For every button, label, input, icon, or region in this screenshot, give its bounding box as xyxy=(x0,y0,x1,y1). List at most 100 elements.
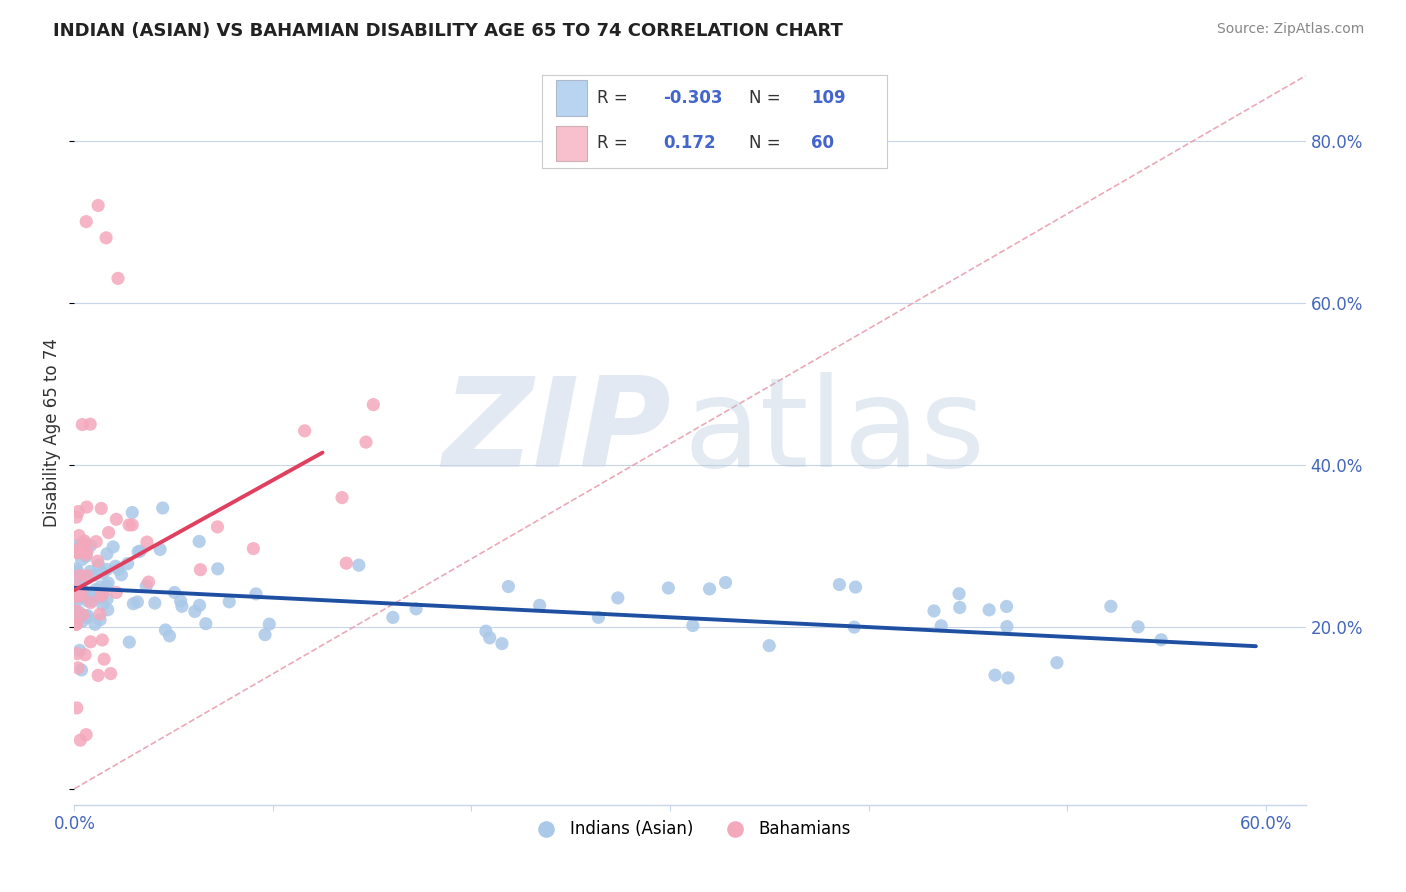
Point xyxy=(529,599,551,613)
Point xyxy=(152,501,174,516)
Point xyxy=(118,518,141,533)
Point xyxy=(127,545,149,559)
Point xyxy=(948,587,970,601)
Point xyxy=(80,593,103,607)
Text: INDIAN (ASIAN) VS BAHAMIAN DISABILITY AGE 65 TO 74 CORRELATION CHART: INDIAN (ASIAN) VS BAHAMIAN DISABILITY AG… xyxy=(53,22,844,40)
Point xyxy=(70,663,93,677)
Point xyxy=(107,562,129,576)
Point xyxy=(75,728,97,742)
Point xyxy=(76,610,98,624)
Point xyxy=(69,574,91,588)
Point xyxy=(69,643,91,657)
Point xyxy=(138,575,160,590)
Legend: Indians (Asian), Bahamians: Indians (Asian), Bahamians xyxy=(523,814,858,845)
Point xyxy=(363,398,385,412)
Point xyxy=(606,591,628,605)
Point xyxy=(91,632,114,647)
Point xyxy=(245,587,267,601)
Point xyxy=(170,599,193,614)
Point xyxy=(184,604,207,618)
Point xyxy=(844,580,866,594)
Point xyxy=(79,538,101,552)
Point xyxy=(491,637,513,651)
Point xyxy=(149,542,172,557)
Point xyxy=(86,554,108,568)
Point xyxy=(129,544,152,558)
Point xyxy=(87,668,110,682)
Point xyxy=(1150,632,1173,647)
Point xyxy=(657,581,679,595)
Point xyxy=(87,558,110,573)
Point xyxy=(66,566,89,581)
Point xyxy=(96,547,118,561)
Point xyxy=(67,528,90,542)
Point xyxy=(121,506,143,520)
Point xyxy=(72,615,94,629)
Point xyxy=(75,214,97,228)
Point xyxy=(90,589,112,603)
Point xyxy=(107,271,129,285)
Point xyxy=(67,568,90,582)
Point xyxy=(218,595,240,609)
Point xyxy=(70,553,93,567)
Point xyxy=(69,572,91,586)
Point xyxy=(65,617,87,632)
Point xyxy=(188,534,211,549)
Point xyxy=(70,571,93,585)
Point xyxy=(110,567,132,582)
Point xyxy=(87,198,110,212)
Point xyxy=(714,575,737,590)
Point xyxy=(69,589,91,603)
Point xyxy=(65,581,87,595)
Point xyxy=(96,579,118,593)
Point xyxy=(67,546,90,560)
Point xyxy=(72,591,94,605)
Point xyxy=(89,613,111,627)
Point xyxy=(136,535,159,549)
Point xyxy=(75,548,97,562)
Point xyxy=(77,586,100,600)
Point xyxy=(65,589,87,603)
Point xyxy=(127,595,149,609)
Point xyxy=(188,599,211,613)
Point xyxy=(97,603,120,617)
Text: ZIP: ZIP xyxy=(443,372,672,492)
Point xyxy=(118,635,141,649)
Point xyxy=(828,577,851,591)
Point xyxy=(91,598,114,612)
Point xyxy=(76,571,98,585)
Point xyxy=(72,417,94,432)
Point xyxy=(475,624,498,639)
Point xyxy=(75,549,97,564)
Point xyxy=(67,541,90,556)
Point xyxy=(79,635,101,649)
Point xyxy=(498,580,520,594)
Point xyxy=(94,231,117,245)
Point xyxy=(83,568,105,582)
Point xyxy=(1046,656,1069,670)
Point xyxy=(405,602,427,616)
Point xyxy=(65,617,87,632)
Point xyxy=(758,639,780,653)
Point xyxy=(76,586,98,600)
Point xyxy=(72,607,94,622)
Point xyxy=(354,435,377,450)
Point xyxy=(65,562,87,576)
Point xyxy=(76,544,98,558)
Point xyxy=(79,565,101,579)
Point xyxy=(93,652,115,666)
Point xyxy=(70,587,93,601)
Point xyxy=(194,616,217,631)
Point xyxy=(69,539,91,553)
Point xyxy=(80,595,103,609)
Point xyxy=(65,510,87,524)
Point xyxy=(381,610,404,624)
Point xyxy=(922,604,945,618)
Point xyxy=(97,525,120,540)
Point xyxy=(76,568,98,582)
Point xyxy=(997,671,1019,685)
Point xyxy=(73,533,96,548)
Point xyxy=(65,604,87,618)
Point xyxy=(70,581,93,595)
Point xyxy=(254,628,277,642)
